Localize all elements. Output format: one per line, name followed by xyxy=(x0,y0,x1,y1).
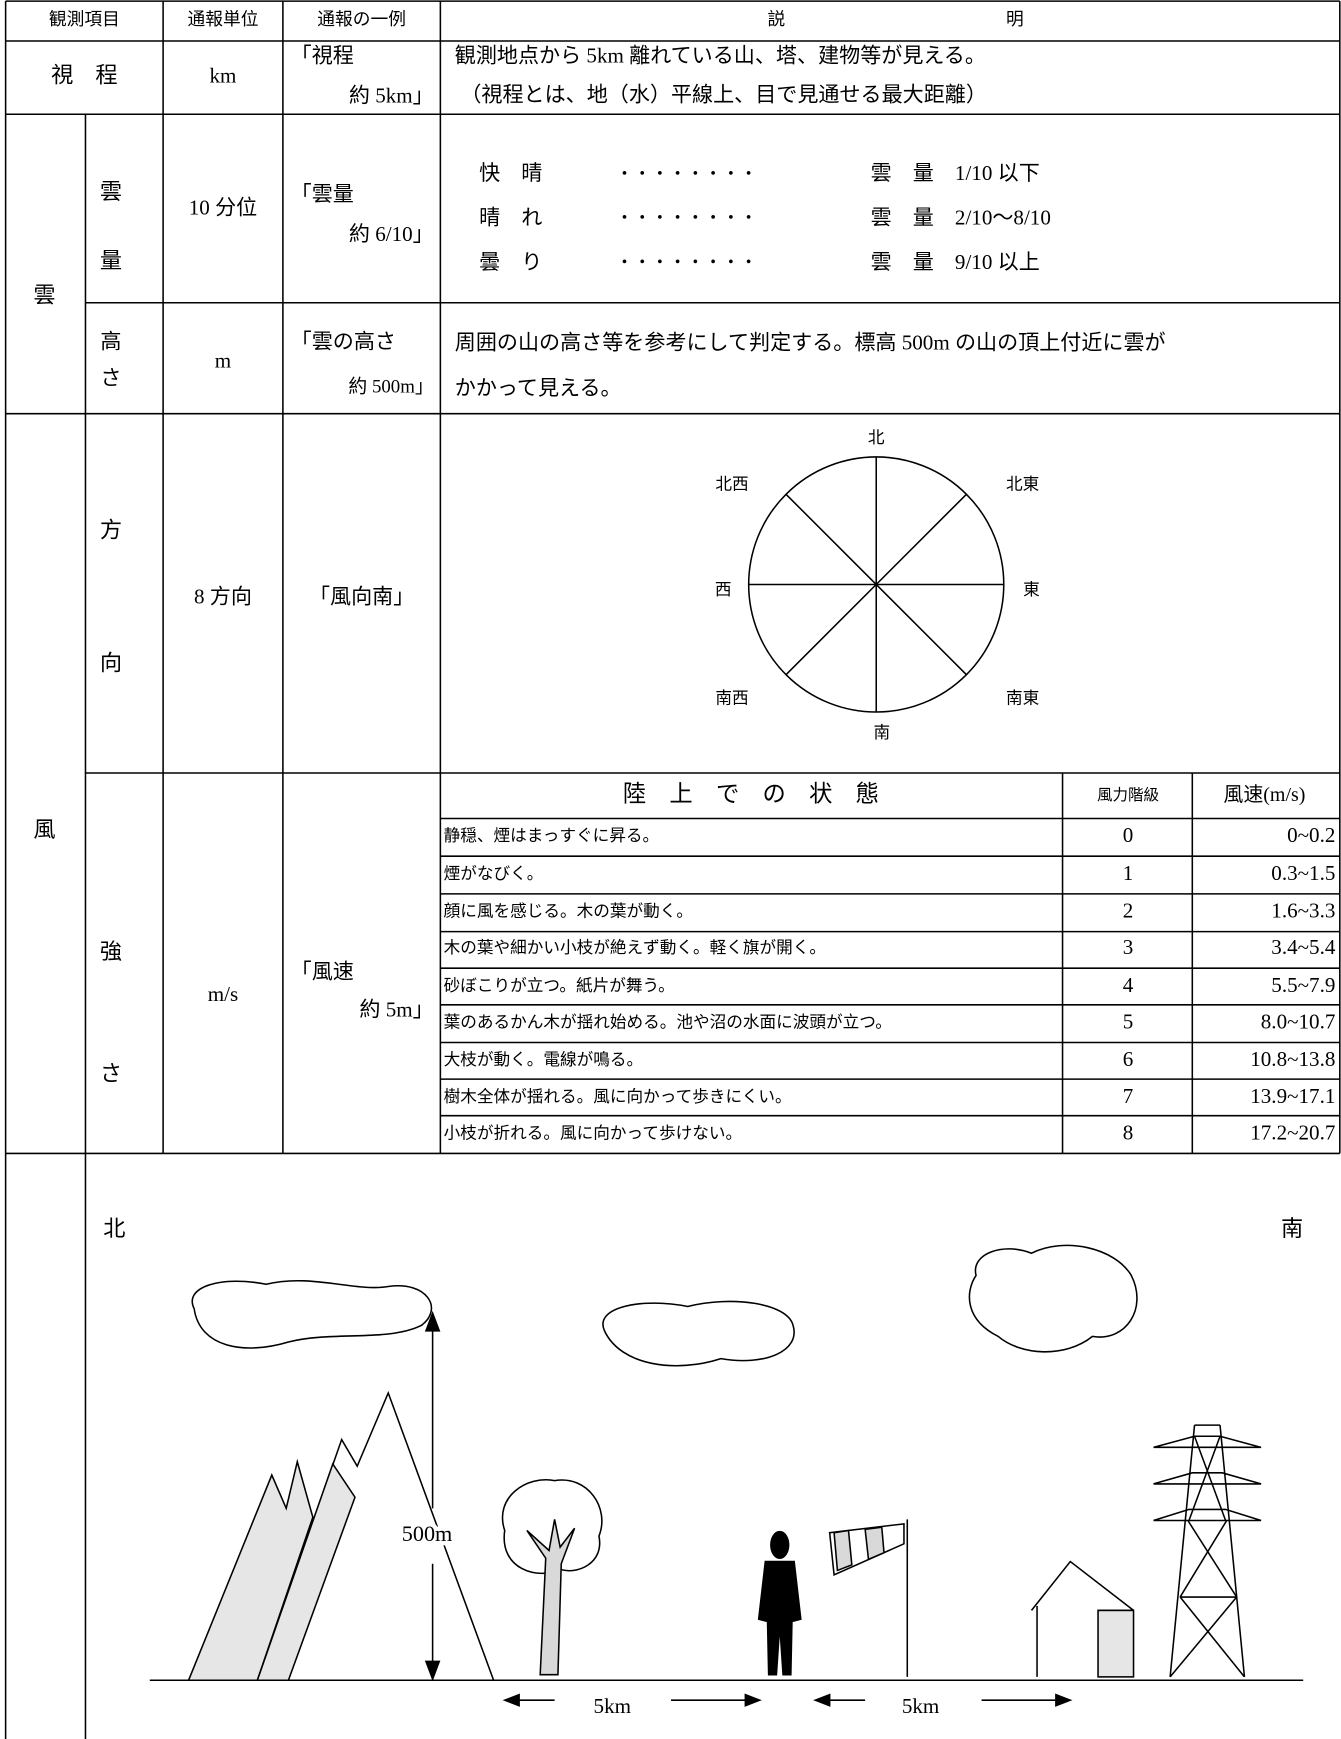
cell-text: 曇 り xyxy=(479,250,542,274)
compass-label: 南東 xyxy=(1006,689,1039,708)
wind-force: 5 xyxy=(1123,1009,1134,1033)
row-description: 砂ぼこりが立つ。紙片が舞う。 xyxy=(444,976,675,995)
row-description: 静穏、煙はまっすぐに昇る。 xyxy=(444,826,659,845)
wind-force: 7 xyxy=(1123,1084,1134,1108)
wind-force: 4 xyxy=(1123,973,1134,997)
row-description: 木の葉や細かい小枝が絶えず動く。軽く旗が開く。 xyxy=(444,938,826,957)
wind-speed: 0~0.2 xyxy=(1287,823,1335,847)
compass-label: 北東 xyxy=(1006,475,1039,494)
row-description: 樹木全体が揺れる。風に向かって歩きにくい。 xyxy=(444,1087,792,1106)
cell-text: 雲 xyxy=(100,179,122,204)
cell-text: 約 5m」 xyxy=(359,997,433,1021)
cell-text: km xyxy=(210,63,238,87)
wind-speed: 17.2~20.7 xyxy=(1250,1120,1335,1144)
header-text: 観測項目 xyxy=(49,9,120,29)
cell-text: 雲 量 2/10〜8/10 xyxy=(871,205,1051,229)
cell-text: 「雲量 xyxy=(291,182,354,206)
cell-text: 周囲の山の高さ等を参考にして判定する。標高 500m の山の頂上付近に雲が xyxy=(455,331,1166,355)
row-description: 煙がなびく。 xyxy=(444,864,544,883)
header-text: 通報の一例 xyxy=(317,9,406,29)
wind-speed: 10.8~13.8 xyxy=(1250,1047,1335,1071)
cell-text: 「風速 xyxy=(291,960,354,984)
compass-label: 南 xyxy=(873,723,890,742)
direction-label: 南 xyxy=(1281,1216,1303,1241)
column-header: 風力階級 xyxy=(1097,786,1159,804)
row-description: 大枝が動く。電線が鳴る。 xyxy=(444,1050,643,1069)
cell-text: 10 分位 xyxy=(189,195,257,219)
wind-speed: 13.9~17.1 xyxy=(1250,1084,1335,1108)
cell-text: 方 xyxy=(100,517,122,542)
cell-text: 観測地点から 5km 離れている山、塔、建物等が見える。 xyxy=(455,43,986,67)
cell-text: 量 xyxy=(100,248,122,273)
wind-force: 8 xyxy=(1123,1120,1134,1144)
cell-text: 向 xyxy=(100,651,122,676)
cell-text: 「視程 xyxy=(291,43,354,67)
cell-text: 8 方向 xyxy=(194,585,252,609)
wind-speed: 0.3~1.5 xyxy=(1271,861,1335,885)
header-text: 通報単位 xyxy=(188,9,259,29)
wind-speed: 3.4~5.4 xyxy=(1271,935,1336,959)
cell-text: 約 500m」 xyxy=(348,375,433,397)
cell-text: さ xyxy=(100,366,121,390)
direction-label: 北 xyxy=(103,1216,125,1241)
wind-force: 6 xyxy=(1123,1047,1134,1071)
cell-text: 快 晴 xyxy=(479,161,542,185)
compass xyxy=(747,456,1005,713)
compass-label: 北 xyxy=(868,428,885,447)
distance-label: 5km xyxy=(594,1694,632,1718)
wind-speed: 8.0~10.7 xyxy=(1261,1009,1336,1033)
cell-text: 約 6/10」 xyxy=(349,222,434,246)
group-label: 雲 xyxy=(33,282,55,307)
cell-text: （視程とは、地（水）平線上、目で見通せる最大距離） xyxy=(460,82,987,106)
cell-text: m/s xyxy=(208,982,238,1006)
column-header: 陸 上 で の 状 態 xyxy=(623,782,879,808)
column-header: 風速(m/s) xyxy=(1223,783,1305,806)
cell-text: さ xyxy=(100,1061,122,1086)
row-description: 顔に風を感じる。木の葉が動く。 xyxy=(444,902,693,921)
wind-speed: 5.5~7.9 xyxy=(1271,973,1335,997)
cell-text: かかって見える。 xyxy=(455,376,622,400)
compass-label: 東 xyxy=(1023,580,1040,599)
group-label: 風 xyxy=(33,817,55,842)
row-description: 葉のあるかん木が揺れ始める。池や沼の水面に波頭が立つ。 xyxy=(444,1012,892,1031)
cell-text: 雲 量 9/10 以上 xyxy=(871,250,1040,274)
height-label: 500m xyxy=(402,1521,453,1546)
cell-text: ・・・・・・・・ xyxy=(616,208,758,228)
cell-text: 視 程 xyxy=(51,63,118,88)
header-text: 説 xyxy=(768,9,786,29)
cell-text: 約 5km」 xyxy=(349,83,434,107)
cell-text: ・・・・・・・・ xyxy=(616,163,758,183)
wind-speed: 1.6~3.3 xyxy=(1271,899,1335,923)
wind-force: 3 xyxy=(1123,935,1134,959)
wind-force: 1 xyxy=(1123,861,1134,885)
compass-label: 北西 xyxy=(715,475,748,494)
illustration xyxy=(149,1244,1304,1707)
distance-label: 5km xyxy=(902,1694,940,1718)
cell-text: m xyxy=(215,348,232,372)
wind-force: 2 xyxy=(1123,899,1134,923)
cell-text: 「雲の高さ xyxy=(291,330,396,354)
wind-force: 0 xyxy=(1123,823,1134,847)
table-rules xyxy=(4,0,1341,1739)
compass-label: 西 xyxy=(715,580,732,599)
cell-text: 雲 量 1/10 以下 xyxy=(871,161,1040,185)
cell-text: 「風向南」 xyxy=(309,585,414,609)
cell-text: ・・・・・・・・ xyxy=(616,252,758,272)
cell-text: 強 xyxy=(100,939,122,964)
cell-text: 晴 れ xyxy=(479,205,542,229)
row-description: 小枝が折れる。風に向かって歩けない。 xyxy=(444,1123,742,1142)
cell-text: 高 xyxy=(100,330,121,354)
header-text: 明 xyxy=(1006,9,1024,29)
compass-label: 南西 xyxy=(715,689,748,708)
